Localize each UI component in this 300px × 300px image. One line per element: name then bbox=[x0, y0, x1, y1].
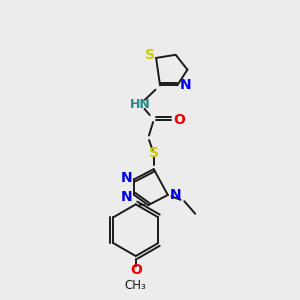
Text: HN: HN bbox=[130, 98, 151, 111]
Text: N: N bbox=[121, 171, 132, 185]
Text: S: S bbox=[149, 146, 159, 161]
Text: CH₃: CH₃ bbox=[125, 278, 147, 292]
Text: O: O bbox=[130, 263, 142, 277]
Text: N: N bbox=[170, 188, 182, 202]
Text: N: N bbox=[121, 190, 132, 203]
Text: S: S bbox=[145, 48, 155, 62]
Text: N: N bbox=[179, 78, 191, 92]
Text: O: O bbox=[174, 113, 185, 127]
